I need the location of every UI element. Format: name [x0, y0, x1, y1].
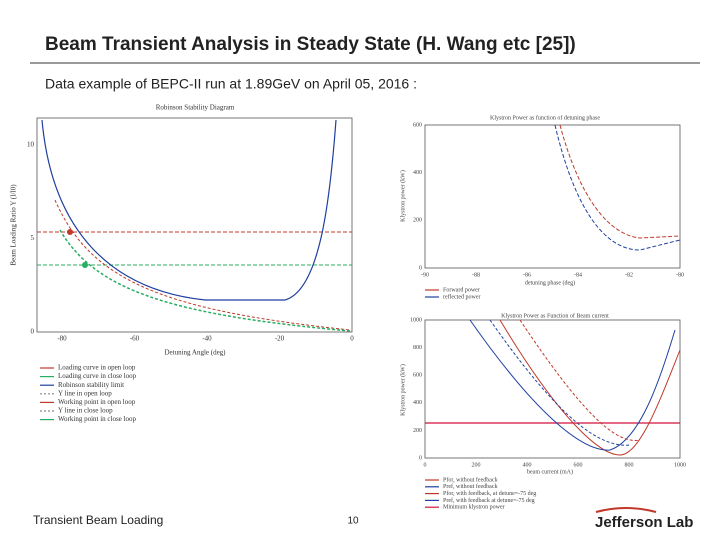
- reflected-power: [554, 124, 681, 251]
- plot-frame: [424, 319, 681, 459]
- x-tick-label: -82: [625, 272, 633, 278]
- figure-title: Klystron Power as Function of Beam curre…: [501, 312, 609, 319]
- legend-label: Robinson stability limit: [58, 381, 124, 389]
- y-tick-label: 0: [419, 265, 422, 271]
- logo: Jefferson Lab: [595, 514, 693, 531]
- slide-title: Beam Transient Analysis in Steady State …: [45, 34, 576, 55]
- y-tick-label: 0: [31, 328, 35, 336]
- y-tick-label: 10: [27, 141, 35, 149]
- y-tick-label: 400: [413, 400, 422, 406]
- x-tick-label: 1000: [674, 462, 686, 468]
- plot-frame: [424, 124, 681, 269]
- footer-left: Transient Beam Loading: [33, 513, 163, 527]
- x-tick-label: -84: [574, 272, 582, 278]
- y-tick-label: 0: [419, 455, 422, 461]
- x-tick-label: -40: [202, 335, 212, 343]
- legend-label: Working point in close loop: [58, 415, 136, 423]
- x-label: beam current (mA): [527, 468, 573, 475]
- plot-frame: [36, 117, 353, 333]
- legend-label: reflected power: [443, 293, 480, 300]
- y-tick-label: 600: [413, 122, 422, 128]
- logo-swoosh: [595, 507, 657, 513]
- page-number: 10: [347, 516, 359, 527]
- x-label: Detuning Angle (deg): [164, 349, 226, 357]
- x-tick-label: -88: [472, 272, 480, 278]
- x-tick-label: -90: [421, 272, 429, 278]
- y-tick-label: 5: [31, 234, 35, 242]
- legend-label: Forward power: [443, 287, 480, 293]
- y-tick-label: 600: [413, 373, 422, 379]
- y-tick-label: 800: [413, 345, 422, 351]
- x-tick-label: 600: [574, 462, 583, 468]
- legend-label: Loading curve in close loop: [58, 372, 137, 380]
- legend-label: Y line in close loop: [58, 407, 113, 415]
- y-tick-label: 1000: [410, 317, 422, 323]
- stability-limit: [41, 119, 337, 301]
- y-label: Klystron power (kW): [399, 364, 406, 416]
- legend-label: Working point in open loop: [58, 398, 136, 406]
- legend-label: Y line in open loop: [58, 389, 112, 397]
- curve: [489, 319, 631, 446]
- working-point-close: [82, 262, 88, 268]
- legend-label: Pfor, with feedback, at detune=-75 deg: [443, 490, 536, 497]
- x-tick-label: 0: [424, 462, 427, 468]
- x-tick-label: -86: [523, 272, 531, 278]
- x-tick-label: 400: [523, 462, 532, 468]
- legend-label: Pfor, without feedback: [443, 476, 498, 483]
- legend-label: Minimum klystron power: [443, 505, 505, 511]
- working-point-open: [67, 229, 73, 235]
- forward-power: [559, 124, 681, 239]
- curve: [469, 319, 676, 451]
- y-tick-label: 200: [413, 428, 422, 434]
- x-tick-label: -60: [130, 335, 140, 343]
- legend-label: Loading curve in open loop: [58, 364, 136, 372]
- figure-title: Robinson Stability Diagram: [156, 104, 235, 112]
- x-tick-label: -80: [676, 272, 684, 278]
- x-tick-label: 200: [472, 462, 481, 468]
- x-label: detuning phase (deg): [525, 279, 575, 286]
- x-tick-label: 800: [625, 462, 634, 468]
- legend-label: Pref, without feedback: [443, 483, 497, 490]
- y-label: Beam Loading Ratio Y (I/I0): [10, 184, 18, 266]
- x-tick-label: -20: [275, 335, 285, 343]
- legend-label: Pref, with feedback at detune=-75 deg: [443, 497, 535, 504]
- curve: [499, 319, 681, 456]
- curve: [519, 319, 641, 441]
- x-tick-label: -80: [57, 335, 67, 343]
- figure-title: Klystron Power as function of detuning p…: [490, 114, 600, 121]
- y-tick-label: 400: [413, 170, 422, 176]
- x-tick-label: 0: [350, 335, 354, 343]
- loading-close: [59, 229, 351, 332]
- y-tick-label: 200: [413, 218, 422, 224]
- y-label: Klystron power (kW): [399, 170, 406, 222]
- subtitle: Data example of BEPC-II run at 1.89GeV o…: [45, 76, 417, 92]
